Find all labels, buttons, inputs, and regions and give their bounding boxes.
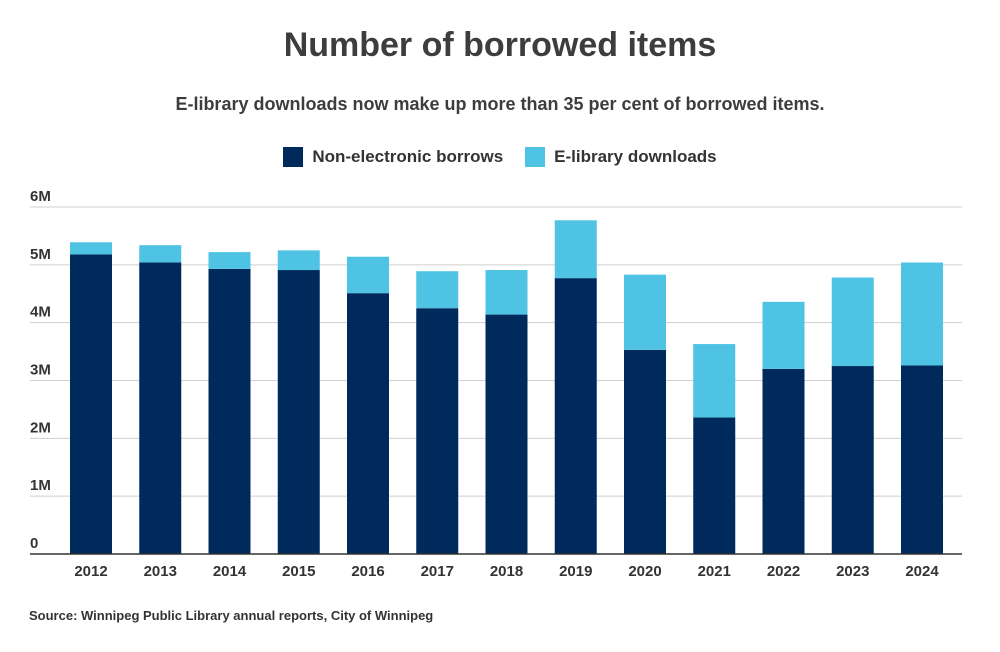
x-tick-label: 2015 <box>282 563 315 580</box>
legend-item-e-library: E-library downloads <box>525 147 717 167</box>
x-tick-label: 2018 <box>490 563 523 580</box>
y-tick-label: 4M <box>30 304 51 321</box>
x-tick-label: 2013 <box>144 563 177 580</box>
bar-e-library <box>416 271 459 309</box>
y-tick-label: 0 <box>30 535 38 552</box>
bar-e-library <box>139 245 182 263</box>
bar-non-electronic <box>831 366 874 554</box>
bar-non-electronic <box>901 365 943 554</box>
legend-swatch-non-electronic <box>283 147 304 167</box>
bar-e-library <box>208 252 251 269</box>
bar-e-library <box>554 220 597 279</box>
bar-e-library <box>277 250 320 271</box>
legend: Non-electronic borrows E-library downloa… <box>0 147 1000 167</box>
x-tick-label: 2014 <box>213 563 247 580</box>
x-tick-label: 2020 <box>628 563 661 580</box>
legend-label-e-library: E-library downloads <box>554 147 717 166</box>
bar-non-electronic <box>485 314 528 554</box>
chart-title: Number of borrowed items <box>283 26 717 64</box>
x-tick-label: 2012 <box>74 563 107 580</box>
x-tick-label: 2023 <box>836 563 869 580</box>
bar-non-electronic <box>70 254 112 554</box>
bar-non-electronic <box>208 268 251 554</box>
bar-non-electronic <box>624 349 666 554</box>
chart-subtitle: E-library downloads now make up more tha… <box>175 94 825 114</box>
bar-e-library <box>624 274 666 350</box>
x-tick-label: 2016 <box>351 563 384 580</box>
bar-non-electronic <box>277 270 320 554</box>
bar-non-electronic <box>693 417 736 554</box>
bar-non-electronic <box>762 368 805 554</box>
y-tick-label: 3M <box>30 362 51 379</box>
bar-non-electronic <box>416 308 459 554</box>
y-tick-label: 2M <box>30 419 51 436</box>
legend-swatch-e-library <box>525 147 546 167</box>
bar-e-library <box>485 270 528 315</box>
bar-non-electronic <box>554 278 597 554</box>
bar-non-electronic <box>347 293 389 554</box>
source-note: Source: Winnipeg Public Library annual r… <box>29 608 434 623</box>
y-tick-label: 5M <box>30 246 51 263</box>
x-tick-label: 2021 <box>698 563 731 580</box>
x-tick-label: 2024 <box>905 563 939 580</box>
x-tick-label: 2022 <box>767 563 800 580</box>
bar-e-library <box>347 256 389 294</box>
y-tick-label: 6M <box>30 188 51 205</box>
bar-e-library <box>831 277 874 367</box>
bar-chart: 0 1M 2M 3M 4M 5M 6M 2012 2013 2014 2015 2016 2017 201… <box>30 188 962 580</box>
bar-e-library <box>693 344 736 418</box>
bar-e-library <box>70 242 112 255</box>
bar-non-electronic <box>139 262 182 554</box>
legend-label-non-electronic: Non-electronic borrows <box>312 147 504 166</box>
y-tick-label: 1M <box>30 477 51 494</box>
x-tick-label: 2019 <box>559 563 592 580</box>
bar-e-library <box>901 262 943 366</box>
bar-e-library <box>762 301 805 369</box>
x-tick-label: 2017 <box>421 563 454 580</box>
legend-item-non-electronic: Non-electronic borrows <box>283 147 503 167</box>
